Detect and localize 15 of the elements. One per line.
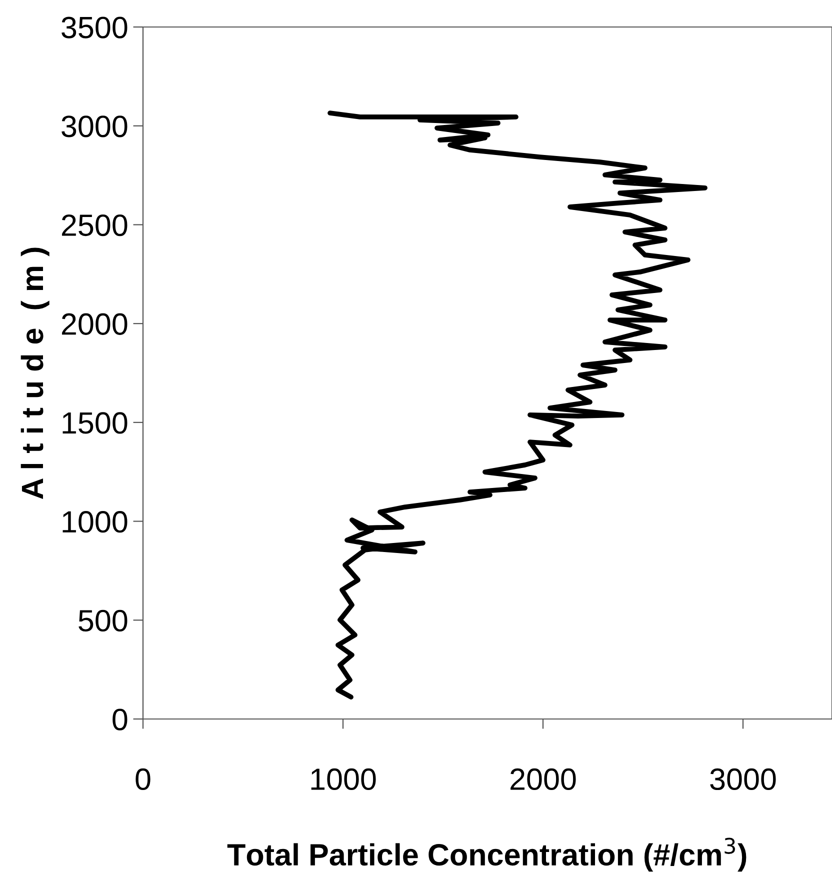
line-series: [328, 110, 708, 700]
y-tick-label: 1000: [62, 511, 128, 533]
y-tick-label: 3000: [62, 116, 128, 138]
y-tick-label: 0: [112, 708, 128, 730]
y-tick-label: 3500: [62, 16, 128, 38]
x-tick-label: 2000: [510, 768, 576, 790]
y-axis-title: A l t i t u d e ( m ): [20, 248, 50, 499]
x-tick-label: 0: [136, 768, 150, 790]
x-tick-label: 1000: [311, 768, 376, 790]
y-tick-label: 500: [78, 610, 128, 632]
x-axis-title: Total Particle Concentration (#/cm$^{3}$): [227, 838, 746, 872]
y-tick-label: 2500: [62, 214, 128, 236]
x-tick-label: 3000: [710, 768, 776, 790]
y-tick-label: 1500: [62, 412, 128, 434]
y-tick-label: 2000: [62, 313, 128, 335]
